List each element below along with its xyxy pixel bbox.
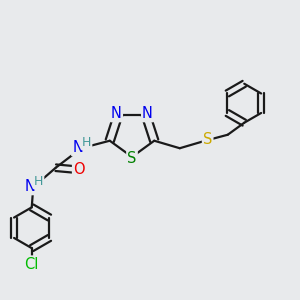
Text: Cl: Cl (25, 256, 39, 272)
Text: S: S (127, 151, 137, 166)
Text: H: H (34, 175, 43, 188)
Text: N: N (24, 179, 35, 194)
Text: N: N (72, 140, 83, 155)
Text: N: N (142, 106, 153, 121)
Text: N: N (111, 106, 122, 121)
Text: O: O (73, 162, 85, 177)
Text: H: H (82, 136, 91, 149)
Text: S: S (203, 132, 212, 147)
